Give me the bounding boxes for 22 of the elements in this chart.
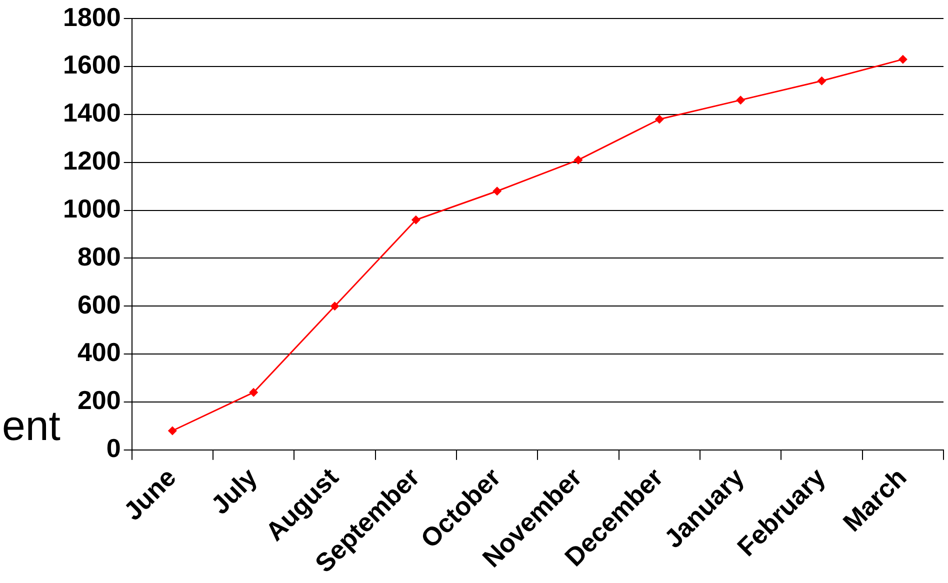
point bbox=[817, 76, 826, 86]
y-tick-label: 1800 bbox=[62, 2, 121, 32]
y-tick-label: 400 bbox=[77, 337, 121, 368]
text: ent bbox=[2, 402, 60, 450]
point bbox=[411, 215, 420, 224]
point bbox=[574, 155, 583, 164]
y-tick-label: 0 bbox=[106, 433, 121, 464]
y-tick-label: 800 bbox=[77, 241, 121, 272]
y-tick-label: 200 bbox=[77, 385, 121, 416]
point bbox=[492, 186, 502, 196]
point bbox=[249, 388, 258, 397]
point bbox=[330, 302, 340, 311]
point bbox=[898, 54, 908, 64]
point bbox=[736, 96, 746, 105]
y-tick-label: 1000 bbox=[62, 193, 121, 224]
x-tick-label: July bbox=[204, 462, 264, 520]
y-tick-label: 1600 bbox=[62, 50, 121, 80]
y-tick-label: 1400 bbox=[62, 98, 121, 128]
point bbox=[168, 426, 177, 436]
y-tick-label: 600 bbox=[77, 289, 121, 320]
point bbox=[654, 114, 664, 124]
y-tick-label: 1200 bbox=[62, 146, 121, 176]
